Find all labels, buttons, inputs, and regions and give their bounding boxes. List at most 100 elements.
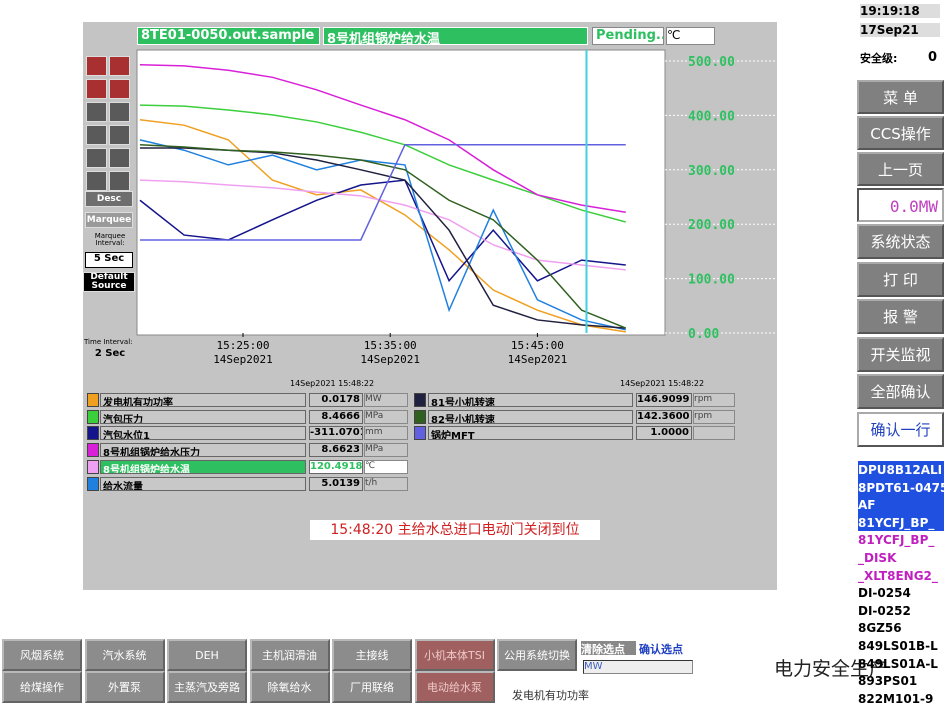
y-tick-label: 300.00 <box>688 164 735 179</box>
readout-time: 14Sep2021 15:48:22 <box>620 379 705 388</box>
side-button[interactable]: 确认一行 <box>857 411 944 447</box>
confirm-button[interactable]: 确认选点 <box>639 641 693 655</box>
x-tick-label: 15:35:00 <box>364 339 417 352</box>
x-tick-date: 14Sep2021 <box>508 353 568 366</box>
legend-swatch <box>414 409 426 424</box>
nav-button[interactable]: 公用系统切换 <box>497 639 577 671</box>
alarm-item[interactable]: 81YCFJ_BP_ <box>858 531 944 550</box>
trend-line <box>139 104 626 223</box>
readout-value: 5.0139 <box>309 476 363 491</box>
tool-icon[interactable] <box>109 171 130 191</box>
desc-button[interactable]: Desc <box>85 191 133 207</box>
alarm-item[interactable]: 822M101-9 <box>858 691 934 706</box>
tool-icon[interactable] <box>86 148 107 168</box>
nav-button[interactable]: 电动给水泵 <box>414 671 495 703</box>
readout-value: 8.4666 <box>309 409 363 424</box>
readout-unit: mm <box>364 426 408 441</box>
nav-button[interactable]: 厂用联络 <box>332 671 412 703</box>
nav-button[interactable]: 除氧给水 <box>249 671 330 703</box>
nav-button[interactable]: 外置泵 <box>84 671 165 703</box>
readout-unit <box>693 426 735 441</box>
alarm-item[interactable]: 8PDT61-0475 <box>858 478 944 497</box>
side-button[interactable]: 开关监视 <box>857 336 944 372</box>
readout-value: 146.9099 <box>636 393 692 407</box>
nav-button[interactable]: 小机本体TSI <box>414 639 495 671</box>
tool-icon[interactable] <box>86 102 107 122</box>
y-tick-label: 200.00 <box>688 218 735 233</box>
alarm-item[interactable]: _XLT8ENG2_ <box>858 566 944 585</box>
nav-button[interactable]: 主蒸汽及旁路 <box>167 671 247 703</box>
trend-line <box>139 179 626 283</box>
legend-label: 汽包压力 <box>100 409 306 424</box>
tool-icon[interactable] <box>109 56 130 76</box>
y-tick-label: 400.00 <box>688 109 735 124</box>
nav-button[interactable]: 主机润滑油 <box>249 639 330 671</box>
legend-swatch <box>87 426 99 441</box>
trend-line <box>139 139 626 331</box>
readout-time: 14Sep2021 15:48:22 <box>290 379 375 388</box>
alarm-message: 15:48:20 主给水总进口电动门关闭到位 <box>310 520 600 540</box>
y-tick-label: 0.00 <box>688 327 719 342</box>
readout-value: 120.4918 <box>309 459 363 474</box>
side-button[interactable]: 菜 单 <box>857 80 944 114</box>
tool-icon[interactable] <box>86 79 107 99</box>
clear-button[interactable]: 清除选点 <box>581 641 636 655</box>
alarm-item[interactable]: DI-0252 <box>858 603 911 618</box>
unit-field: ℃ <box>666 27 715 45</box>
nav-button[interactable]: 风烟系统 <box>2 639 82 671</box>
y-tick-label: 500.00 <box>688 55 735 70</box>
side-button[interactable]: 全部确认 <box>857 374 944 409</box>
alarm-item[interactable]: 81YCFJ_BP_ <box>858 513 944 532</box>
legend-swatch <box>87 476 99 491</box>
tool-icon[interactable] <box>109 79 130 99</box>
side-button[interactable]: 系统状态 <box>857 224 944 259</box>
readout-value: 142.3600 <box>636 409 692 424</box>
desc-field: 8号机组锅炉给水温 <box>323 27 588 45</box>
trend-line <box>139 64 626 213</box>
side-time: 19:19:18 <box>860 4 940 18</box>
legend-label: 8号机组锅炉给水温 <box>100 459 306 474</box>
nav-button[interactable]: 汽水系统 <box>84 639 165 671</box>
status-field: Pending... <box>592 27 664 45</box>
side-button[interactable]: CCS操作 <box>857 116 944 150</box>
x-tick-date: 14Sep2021 <box>360 353 420 366</box>
legend-swatch <box>87 443 99 458</box>
tool-icon[interactable] <box>86 125 107 145</box>
tool-icon[interactable] <box>86 56 107 76</box>
tool-icon[interactable] <box>86 171 107 191</box>
marquee-button[interactable]: Marquee <box>85 212 133 228</box>
alarm-item[interactable]: 849LS01A-L <box>858 656 938 671</box>
side-button[interactable]: 打 印 <box>857 261 944 297</box>
default-source[interactable]: Default Source <box>83 272 135 292</box>
side-date: 17Sep21 <box>860 23 940 37</box>
readout-unit: MPa <box>364 409 408 424</box>
marquee-interval[interactable]: 5 Sec <box>85 252 133 268</box>
level-label: 安全级: <box>860 52 898 64</box>
nav-button[interactable]: 主接线 <box>332 639 412 671</box>
level-value: 0 <box>928 50 938 64</box>
alarm-item[interactable]: DPU8B12ALI <box>858 461 944 479</box>
alarm-item[interactable]: _DISK <box>858 549 944 567</box>
side-button[interactable]: 上一页 <box>857 152 944 186</box>
trend-line <box>139 179 626 271</box>
alarm-item[interactable]: 849LS01B-L <box>858 639 938 653</box>
plot-area <box>136 49 666 336</box>
tool-icon[interactable] <box>109 102 130 122</box>
legend-swatch <box>414 426 426 441</box>
alarm-item[interactable]: AF <box>858 496 944 515</box>
legend-swatch <box>87 459 99 474</box>
tag-field: 8TE01-0050.out.sample <box>137 27 320 45</box>
trend-line <box>139 119 626 333</box>
nav-button[interactable]: 给煤操作 <box>2 671 82 703</box>
alarm-item[interactable]: 8GZ56 <box>858 621 902 636</box>
tool-icon[interactable] <box>109 125 130 145</box>
marquee-label: Marquee Interval: <box>94 233 126 245</box>
point-field[interactable]: MW <box>583 660 693 674</box>
side-button[interactable]: 报 警 <box>857 299 944 334</box>
alarm-item[interactable]: 893PS01 <box>858 674 918 689</box>
tool-icon[interactable] <box>109 148 130 168</box>
alarm-item[interactable]: DI-0254 <box>858 586 911 601</box>
nav-button[interactable]: DEH <box>167 639 247 671</box>
legend-label: 汽包水位1 <box>100 426 306 441</box>
